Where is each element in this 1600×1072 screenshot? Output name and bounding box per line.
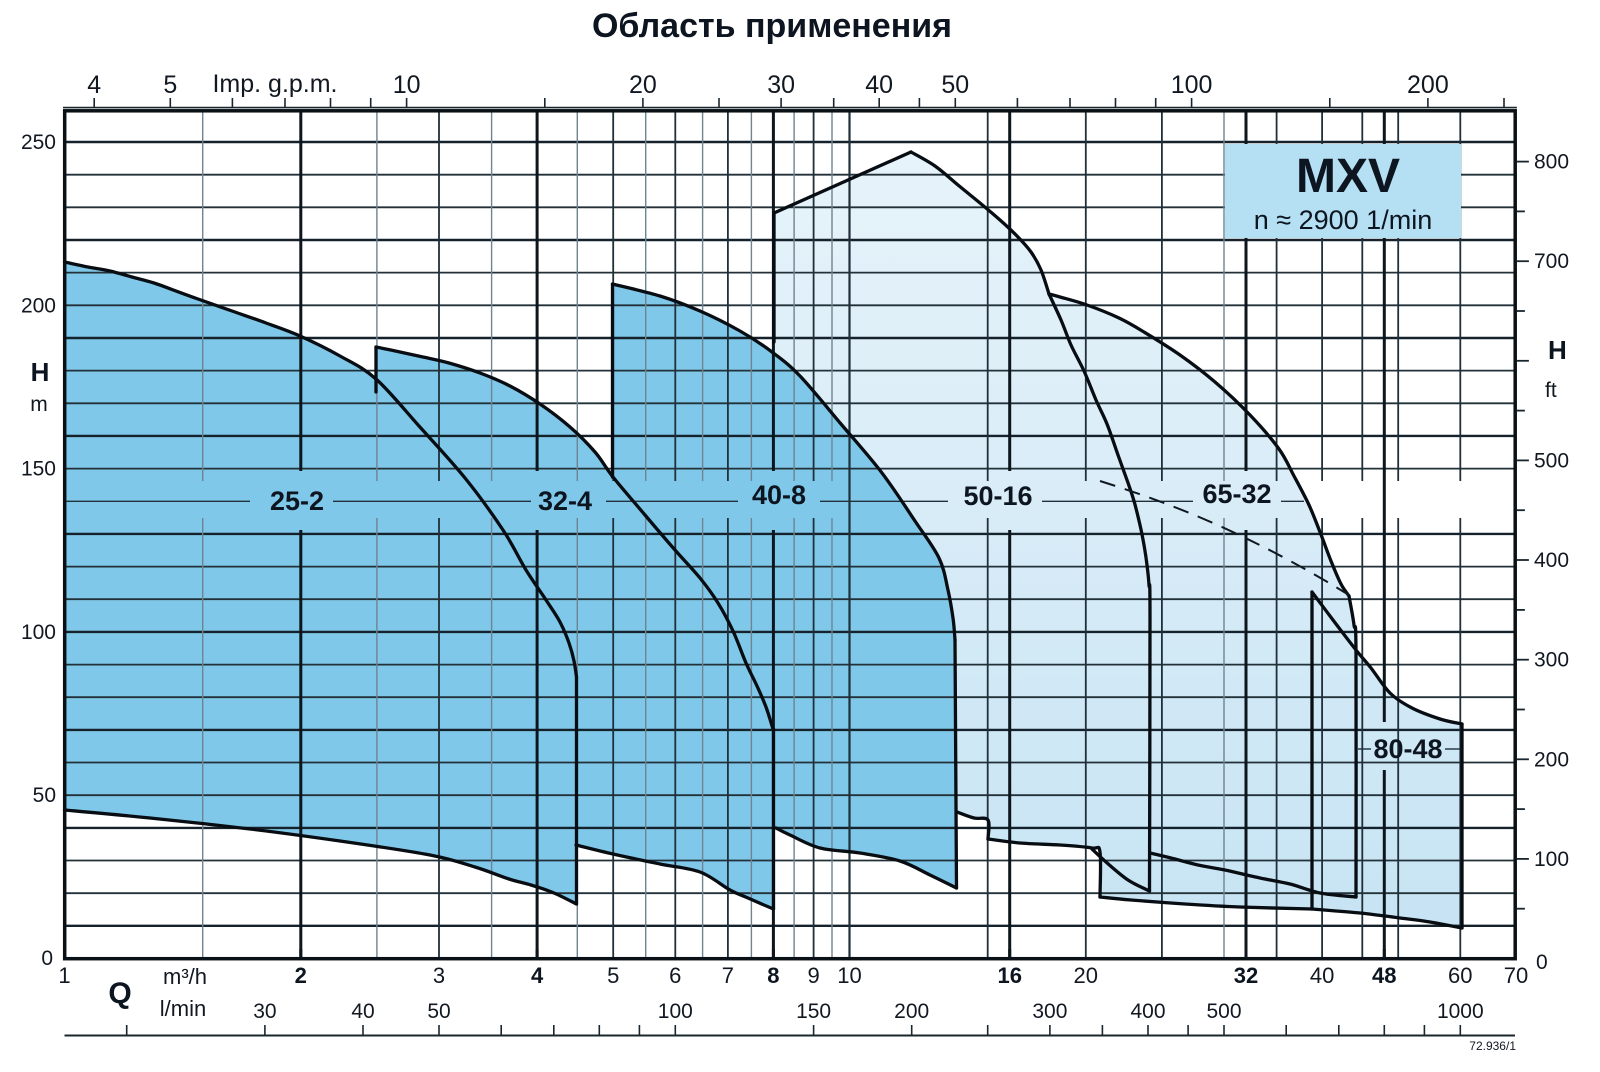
- svg-text:6: 6: [669, 963, 681, 988]
- svg-text:1000: 1000: [1437, 1000, 1484, 1023]
- svg-text:4: 4: [531, 963, 544, 988]
- svg-text:400: 400: [1130, 1000, 1165, 1023]
- svg-text:H: H: [31, 357, 50, 387]
- svg-text:200: 200: [1407, 71, 1449, 99]
- svg-text:9: 9: [807, 963, 819, 988]
- svg-text:7: 7: [722, 963, 734, 988]
- svg-text:40: 40: [351, 1000, 374, 1023]
- svg-text:40: 40: [1310, 963, 1334, 988]
- svg-text:200: 200: [894, 1000, 929, 1023]
- svg-text:50: 50: [33, 784, 56, 807]
- svg-text:50: 50: [941, 71, 969, 99]
- svg-text:H: H: [1548, 335, 1567, 365]
- svg-text:10: 10: [393, 71, 421, 99]
- svg-text:ft: ft: [1545, 379, 1557, 402]
- svg-text:3: 3: [433, 963, 445, 988]
- svg-text:150: 150: [796, 1000, 831, 1023]
- svg-text:m: m: [30, 393, 48, 416]
- svg-text:l/min: l/min: [160, 996, 206, 1021]
- svg-text:48: 48: [1372, 963, 1396, 988]
- svg-text:0: 0: [1536, 951, 1548, 974]
- svg-text:30: 30: [767, 71, 795, 99]
- svg-text:500: 500: [1206, 1000, 1241, 1023]
- svg-text:2: 2: [295, 963, 307, 988]
- svg-text:5: 5: [163, 71, 177, 99]
- svg-text:m³/h: m³/h: [163, 964, 207, 989]
- svg-text:100: 100: [1534, 848, 1569, 871]
- svg-text:Область применения: Область применения: [592, 7, 952, 45]
- svg-text:25-2: 25-2: [270, 486, 324, 516]
- svg-text:100: 100: [1171, 71, 1213, 99]
- svg-text:n ≈ 2900 1/min: n ≈ 2900 1/min: [1254, 205, 1432, 235]
- svg-text:200: 200: [21, 294, 56, 317]
- svg-text:50: 50: [427, 1000, 450, 1023]
- svg-text:500: 500: [1534, 449, 1569, 472]
- svg-text:40-8: 40-8: [752, 480, 806, 510]
- svg-text:60: 60: [1448, 963, 1472, 988]
- svg-text:700: 700: [1534, 250, 1569, 273]
- svg-text:400: 400: [1534, 549, 1569, 572]
- svg-text:70: 70: [1504, 963, 1528, 988]
- svg-text:4: 4: [87, 71, 101, 99]
- svg-text:50-16: 50-16: [963, 481, 1032, 511]
- svg-text:150: 150: [21, 458, 56, 481]
- svg-text:100: 100: [21, 621, 56, 644]
- svg-text:Imp. g.p.m.: Imp. g.p.m.: [212, 70, 337, 98]
- svg-text:30: 30: [253, 1000, 276, 1023]
- svg-text:Q: Q: [108, 977, 131, 1010]
- svg-text:16: 16: [997, 963, 1021, 988]
- svg-text:1: 1: [58, 963, 70, 988]
- svg-text:MXV: MXV: [1296, 150, 1400, 203]
- svg-text:800: 800: [1534, 151, 1569, 174]
- svg-text:40: 40: [865, 71, 893, 99]
- svg-text:10: 10: [837, 963, 861, 988]
- svg-text:5: 5: [607, 963, 619, 988]
- svg-text:250: 250: [21, 131, 56, 154]
- svg-text:20: 20: [629, 71, 657, 99]
- svg-text:100: 100: [658, 1000, 693, 1023]
- svg-text:20: 20: [1074, 963, 1098, 988]
- svg-text:32-4: 32-4: [538, 486, 592, 516]
- svg-text:0: 0: [41, 947, 53, 970]
- svg-text:300: 300: [1534, 649, 1569, 672]
- svg-text:300: 300: [1032, 1000, 1067, 1023]
- svg-text:200: 200: [1534, 748, 1569, 771]
- svg-text:32: 32: [1234, 963, 1258, 988]
- svg-text:72.936/1: 72.936/1: [1469, 1039, 1516, 1053]
- svg-text:65-32: 65-32: [1202, 479, 1271, 509]
- svg-text:80-48: 80-48: [1373, 734, 1442, 764]
- svg-text:8: 8: [767, 963, 779, 988]
